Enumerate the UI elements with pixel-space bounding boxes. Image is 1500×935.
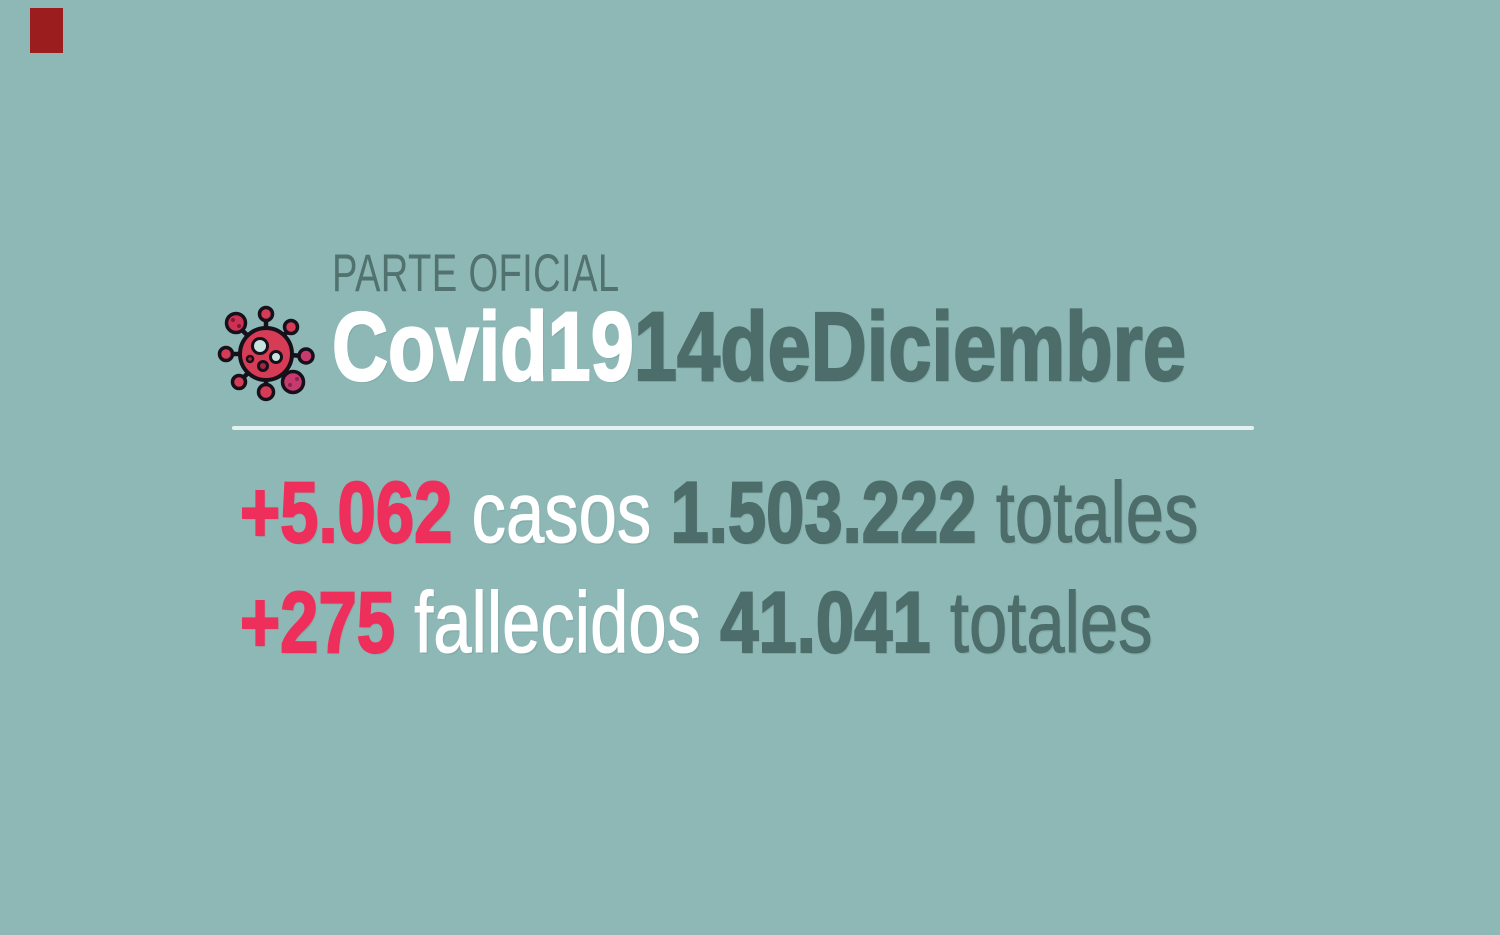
new-cases-label: casos [471, 465, 652, 561]
coronavirus-icon [217, 305, 315, 402]
stat-row-cases: +5.062 casos 1.503.222 totales [239, 469, 1199, 557]
new-cases-value: +5.062 [239, 465, 453, 561]
total-cases-value: 1.503.222 [670, 465, 978, 561]
new-deaths-value: +275 [239, 575, 396, 671]
corner-marker [30, 8, 63, 53]
page-title: Covid1914deDiciembre [331, 297, 1187, 396]
title-date: 14deDiciembre [633, 292, 1187, 401]
total-cases-label: totales [995, 465, 1199, 561]
total-deaths-label: totales [949, 575, 1153, 671]
new-deaths-label: fallecidos [414, 575, 702, 671]
title-covid: Covid19 [331, 292, 635, 401]
stat-row-deaths: +275 fallecidos 41.041 totales [239, 579, 1153, 667]
total-deaths-value: 41.041 [719, 575, 931, 671]
divider-line [232, 426, 1254, 430]
report-kicker: PARTE OFICIAL [332, 244, 620, 303]
